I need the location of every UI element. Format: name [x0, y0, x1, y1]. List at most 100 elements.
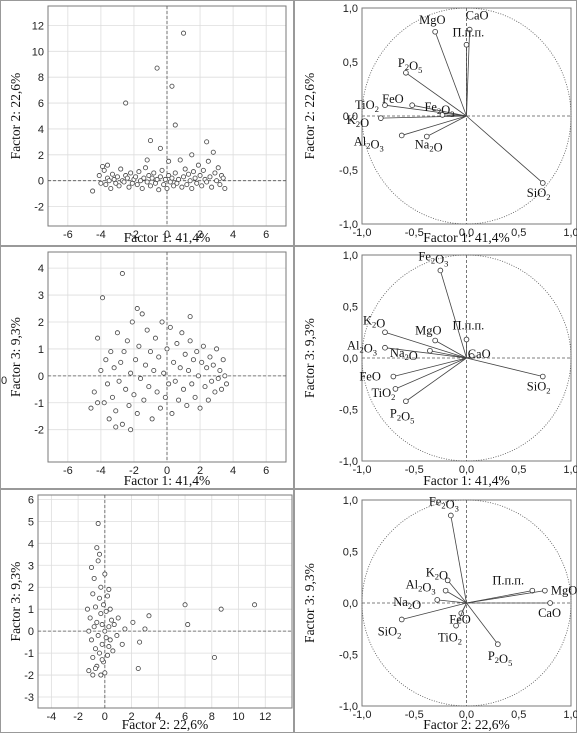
- loading-vector: [384, 331, 467, 359]
- score-point: [214, 178, 220, 184]
- loading-label: FeO: [359, 370, 381, 384]
- x-tick-label: 1,0: [563, 464, 577, 476]
- score-point: [195, 162, 201, 168]
- x-tick-label: -2: [129, 465, 139, 477]
- score-point: [84, 606, 90, 612]
- score-point: [88, 637, 94, 643]
- panel-loadings-f1-f2: -1,0 -0,5 0,0 0,5 1,0 -1,0 -0,5 0,0 0,5 1,0 Factor…: [294, 0, 577, 246]
- score-point: [194, 180, 200, 186]
- score-point: [111, 365, 117, 371]
- x-axis-label: Factor 2: 22,6%: [423, 717, 510, 732]
- score-point: [182, 351, 188, 357]
- x-tick-label: -6: [63, 465, 73, 477]
- y-tick-label: 4: [28, 538, 34, 550]
- y-tick-label: 0,0: [343, 111, 358, 123]
- loading-label: Fe2O3: [429, 494, 459, 513]
- score-point: [143, 362, 149, 368]
- y-axis-label: Factor 3: 9,3%: [302, 563, 317, 643]
- loading-label: K2O: [426, 565, 448, 582]
- loading-point: [432, 337, 438, 344]
- score-point: [211, 654, 217, 660]
- score-point: [144, 157, 150, 163]
- score-point: [217, 182, 223, 188]
- score-point: [146, 384, 152, 390]
- score-point: [111, 622, 117, 628]
- score-point: [100, 295, 106, 301]
- score-point: [187, 178, 193, 184]
- x-axis-label: Factor 1: 41,4%: [124, 230, 211, 245]
- y-axis-label: Factor 2: 22,6%: [302, 73, 317, 160]
- loading-point: [390, 373, 397, 380]
- score-point: [116, 183, 122, 189]
- score-point: [202, 384, 208, 390]
- y-tick-label: -1: [24, 648, 34, 660]
- loading-label: P2O5: [390, 406, 414, 425]
- score-point: [223, 381, 229, 387]
- score-point: [187, 314, 193, 320]
- loading-point: [466, 26, 473, 33]
- score-point: [139, 311, 145, 317]
- score-point: [92, 604, 98, 610]
- loading-label: CaO: [468, 347, 491, 361]
- score-point: [172, 170, 178, 176]
- loading-vector: [442, 114, 467, 117]
- y-tick-label: -1,0: [339, 219, 358, 231]
- score-point: [105, 593, 111, 599]
- x-tick-label: 6: [182, 711, 188, 723]
- score-point: [220, 175, 226, 181]
- score-point: [91, 389, 97, 395]
- loading-vector: [395, 357, 467, 390]
- score-point: [252, 602, 258, 608]
- score-point: [105, 652, 111, 658]
- score-point: [98, 611, 104, 617]
- loading-vector: [455, 602, 467, 626]
- y-tick-label: 1: [28, 604, 34, 616]
- score-point: [95, 633, 101, 639]
- score-point: [128, 370, 134, 376]
- y-tick-label: -2: [34, 202, 44, 214]
- score-point: [92, 665, 98, 671]
- score-point: [169, 175, 175, 181]
- y-tick-label: 0,5: [343, 57, 358, 69]
- score-point: [103, 635, 109, 641]
- x-tick-label: 0,5: [511, 227, 526, 239]
- score-point: [115, 615, 121, 621]
- x-axis-label: Factor 1: 41,4%: [423, 473, 510, 488]
- score-point: [181, 174, 187, 180]
- score-point: [162, 394, 168, 400]
- y-tick-label: -2: [24, 670, 34, 682]
- loading-label: П.п.п.: [453, 318, 485, 332]
- score-point: [119, 421, 125, 427]
- y-tick-label: 4: [38, 124, 44, 136]
- score-point: [184, 182, 190, 188]
- score-point: [101, 602, 107, 608]
- score-point: [137, 639, 143, 645]
- loading-vector: [401, 602, 467, 620]
- loading-vector: [405, 72, 467, 117]
- y-tick-label: -1,0: [339, 456, 358, 468]
- loading-vector: [447, 580, 467, 604]
- loading-vector: [384, 347, 467, 359]
- score-point: [166, 158, 172, 164]
- plot-frame: [37, 494, 293, 709]
- loading-point: [398, 132, 405, 139]
- loading-point: [495, 641, 501, 647]
- score-point: [164, 185, 170, 191]
- loading-point: [442, 587, 449, 594]
- score-point: [151, 367, 157, 373]
- score-point: [166, 381, 172, 387]
- score-point: [88, 564, 94, 570]
- y-tick-label: 1: [38, 344, 44, 356]
- score-point: [187, 338, 193, 344]
- score-point: [92, 646, 98, 652]
- loading-point: [382, 344, 388, 351]
- score-point: [133, 174, 139, 180]
- score-point: [106, 178, 112, 184]
- score-point: [147, 183, 153, 189]
- panel-border: [0, 246, 294, 489]
- score-point: [136, 169, 142, 175]
- loading-label: FeO: [449, 612, 471, 626]
- x-tick-label: 12: [259, 711, 271, 723]
- x-tick-label: 10: [232, 711, 244, 723]
